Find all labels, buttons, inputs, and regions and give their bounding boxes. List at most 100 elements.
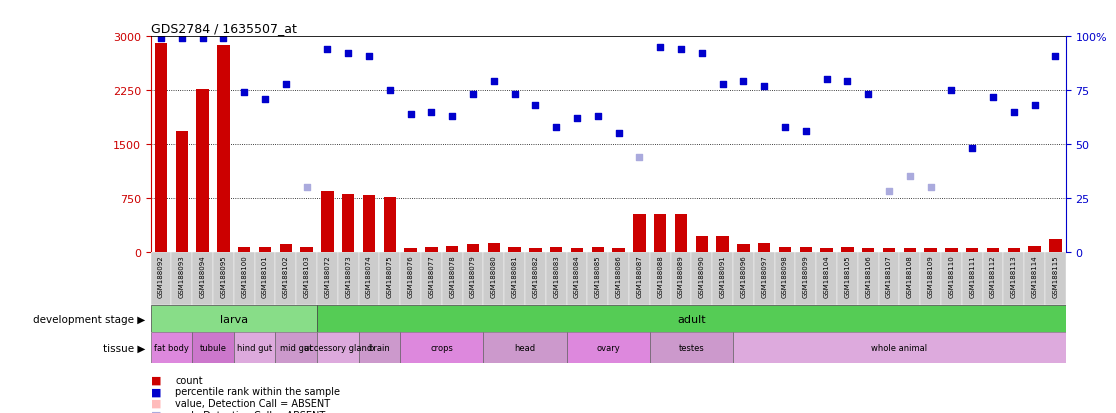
Text: development stage ▶: development stage ▶ [32,314,145,324]
Text: value, Detection Call = ABSENT: value, Detection Call = ABSENT [175,398,330,408]
Bar [1008,248,1020,252]
Text: GSM188096: GSM188096 [740,254,747,297]
Bar [238,248,250,252]
Point [381,88,398,94]
Point [1004,109,1022,116]
Bar [483,252,504,306]
Text: GSM188111: GSM188111 [969,254,975,297]
Point [423,109,441,116]
Bar [587,252,608,306]
Bar [987,248,999,252]
Point [277,81,295,88]
Bar [1028,246,1041,252]
Text: GSM188090: GSM188090 [699,254,705,297]
Text: GSM188113: GSM188113 [1011,254,1017,297]
Text: GSM188082: GSM188082 [532,254,538,297]
Point [1026,102,1043,109]
Bar [155,44,167,252]
Text: ■: ■ [151,410,161,413]
Point [235,90,253,96]
Text: GSM188095: GSM188095 [221,254,227,297]
Bar [613,248,625,252]
Text: GSM188077: GSM188077 [429,254,434,297]
Text: whole animal: whole animal [872,344,927,352]
Bar [296,252,317,306]
Text: GSM188073: GSM188073 [345,254,352,297]
Text: GSM188083: GSM188083 [554,254,559,297]
Text: fat body: fat body [154,344,189,352]
Point [984,94,1002,101]
Bar [192,332,234,363]
Bar [608,252,629,306]
Point [756,83,773,90]
Point [901,173,918,180]
Bar [151,306,317,332]
Bar [404,248,417,252]
Text: GSM188075: GSM188075 [387,254,393,297]
Bar [488,243,500,252]
Bar [712,252,733,306]
Bar [276,252,296,306]
Text: GSM188102: GSM188102 [282,254,289,297]
Bar [379,252,401,306]
Point [797,128,815,135]
Bar [629,252,650,306]
Text: GSM188074: GSM188074 [366,254,372,297]
Bar [738,244,750,252]
Text: GSM188072: GSM188072 [325,254,330,297]
Bar [753,252,775,306]
Point [527,102,545,109]
Bar [633,214,646,252]
Point [922,184,940,191]
Text: tissue ▶: tissue ▶ [103,343,145,353]
Point [672,47,690,53]
Bar [654,215,666,252]
Bar [196,90,209,252]
Bar [446,246,459,252]
Text: GSM188092: GSM188092 [158,254,164,297]
Bar [341,195,355,252]
Point [339,51,357,58]
Text: adult: adult [677,314,705,324]
Text: GDS2784 / 1635507_at: GDS2784 / 1635507_at [151,21,297,35]
Point [714,81,732,88]
Bar [904,248,916,252]
Point [173,36,191,43]
Bar [504,252,525,306]
Text: ■: ■ [151,398,161,408]
Text: ■: ■ [151,387,161,396]
Bar [259,247,271,252]
Bar [317,306,1066,332]
Bar [862,248,875,252]
Text: hind gut: hind gut [237,344,272,352]
Point [942,88,960,94]
Bar [172,252,192,306]
Bar [1024,252,1045,306]
Text: GSM188110: GSM188110 [949,254,954,297]
Text: GSM188103: GSM188103 [304,254,309,297]
Text: tubule: tubule [200,344,227,352]
Bar [1049,240,1061,252]
Point [464,92,482,98]
Bar [463,252,483,306]
Point [693,51,711,58]
Bar [816,252,837,306]
Bar [358,332,401,363]
Point [402,111,420,118]
Bar [483,332,567,363]
Bar [192,252,213,306]
Text: GSM188088: GSM188088 [657,254,663,297]
Point [838,79,856,85]
Bar [799,248,812,252]
Text: brain: brain [368,344,391,352]
Point [214,36,232,43]
Point [609,131,627,137]
Bar [841,248,854,252]
Bar [820,248,833,252]
Point [963,145,981,152]
Text: GSM188106: GSM188106 [865,254,872,297]
Text: GSM188097: GSM188097 [761,254,767,297]
Bar [546,252,567,306]
Bar [758,243,770,252]
Bar [921,252,941,306]
